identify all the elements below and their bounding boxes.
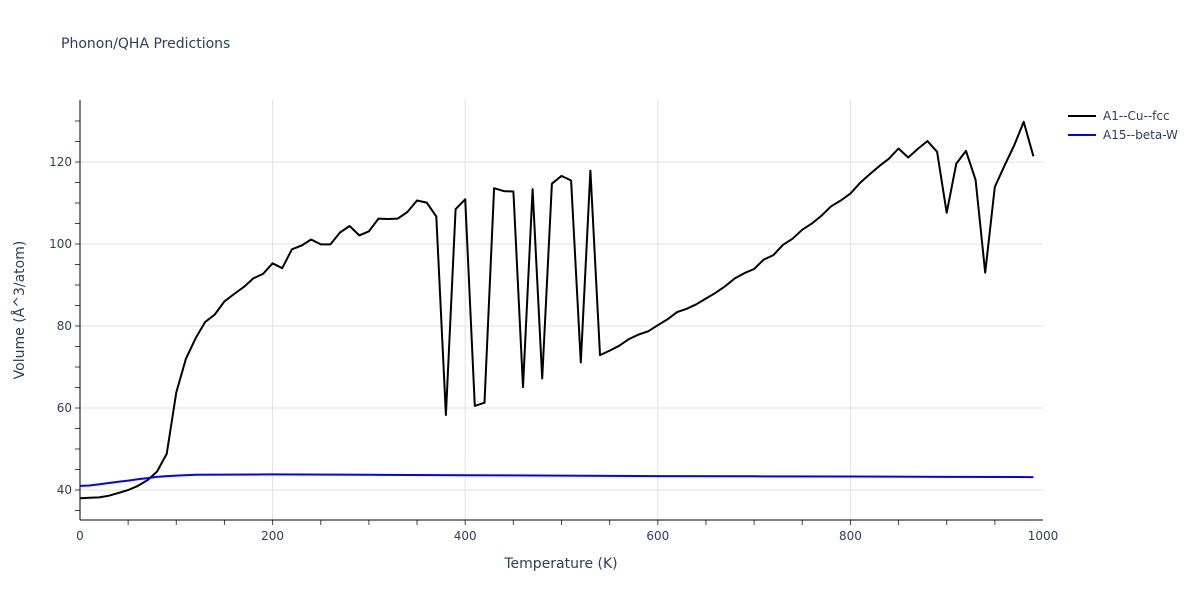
x-axis-title: Temperature (K) [503, 556, 617, 572]
x-tick-label: 400 [454, 529, 477, 543]
legend-swatch-icon [1068, 133, 1096, 136]
y-axis-title: Volume (Å^3/atom) [11, 241, 28, 380]
legend-label: A15--beta-W [1103, 127, 1178, 142]
y-tick-label: 80 [57, 319, 72, 333]
y-tick-label: 100 [49, 237, 72, 251]
y-tick-label: 60 [57, 401, 72, 415]
x-tick-label: 0 [76, 529, 84, 543]
x-tick-label: 800 [839, 529, 862, 543]
x-tick-label: 600 [646, 529, 669, 543]
x-tick-label: 200 [261, 529, 284, 543]
gridlines [80, 100, 1043, 520]
y-tick-label: 40 [57, 483, 72, 497]
y-tick-label: 120 [49, 155, 72, 169]
legend-swatch-icon [1068, 114, 1096, 117]
x-tick-label: 1000 [1028, 529, 1059, 543]
chart-title: Phonon/QHA Predictions [61, 36, 231, 52]
series-line[interactable] [79, 473, 1034, 487]
series-line[interactable] [79, 120, 1035, 500]
legend-label: A1--Cu--fcc [1103, 108, 1170, 123]
legend: A1--Cu--fcc A15--beta-W [1068, 106, 1178, 144]
legend-item-cu-fcc[interactable]: A1--Cu--fcc [1068, 106, 1178, 125]
legend-item-beta-w[interactable]: A15--beta-W [1068, 125, 1178, 144]
axes: 0 200 400 600 800 1000 40 60 80 100 120 [49, 100, 1058, 543]
series-lines [79, 120, 1035, 500]
